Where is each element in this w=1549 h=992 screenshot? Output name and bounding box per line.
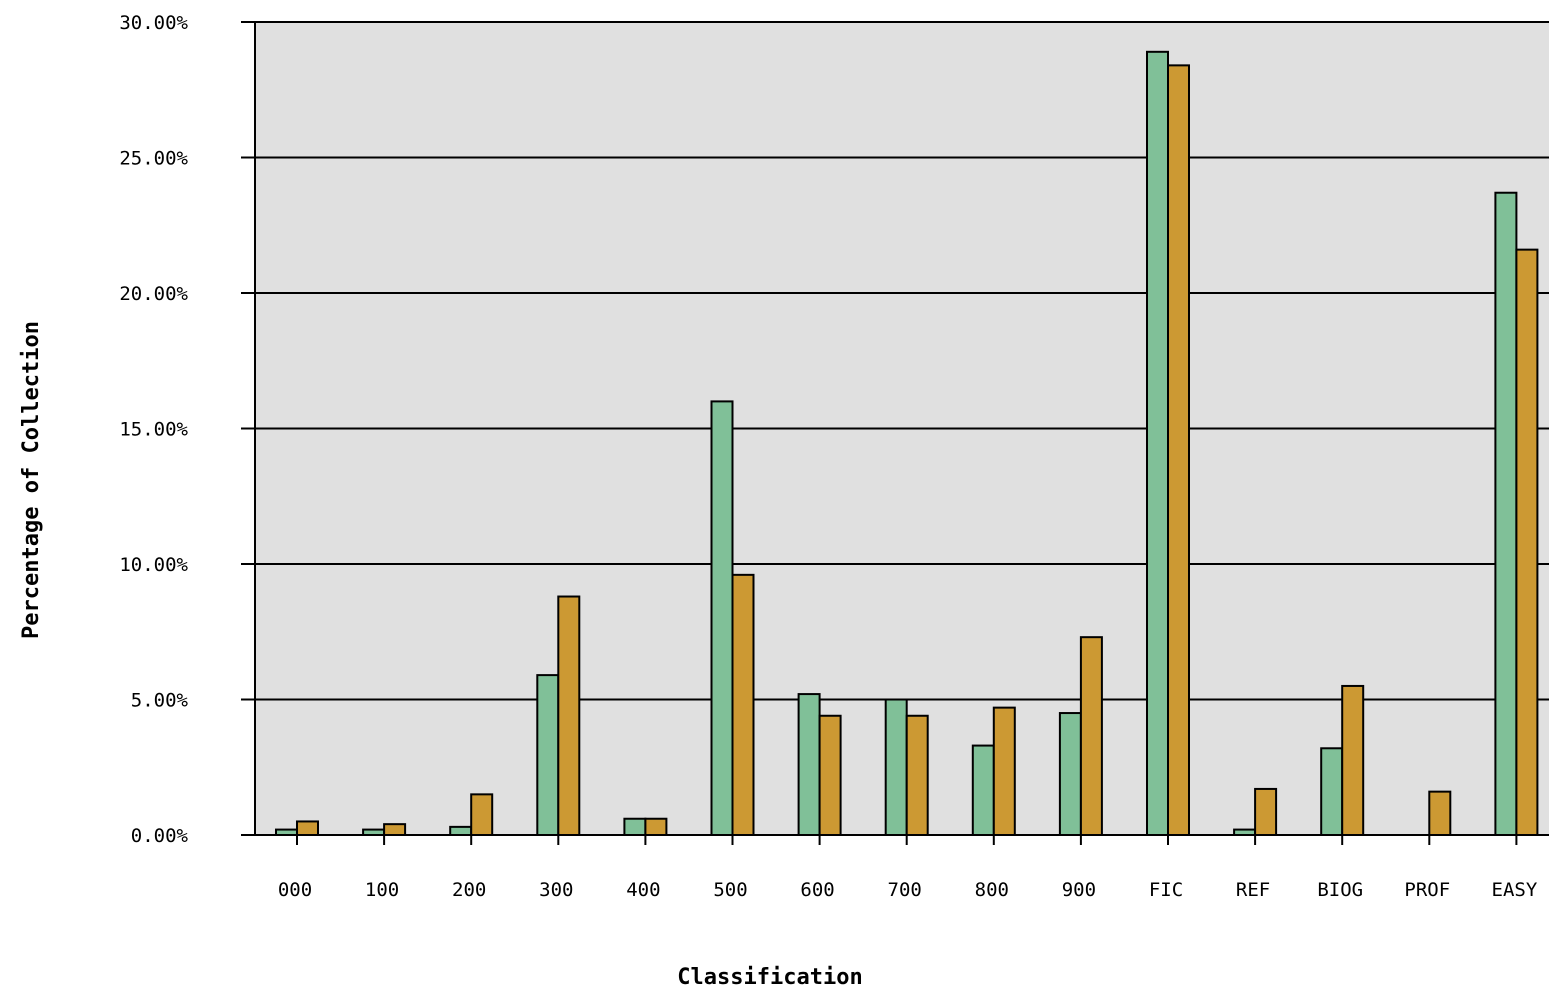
bar-1 bbox=[449, 825, 473, 836]
x-tick-label: REF bbox=[1236, 879, 1270, 901]
bar-1 bbox=[710, 400, 734, 836]
bar-2 bbox=[644, 817, 668, 836]
y-tick-label: 20.00% bbox=[119, 283, 188, 305]
bar-2 bbox=[1254, 787, 1278, 836]
y-tick-label: 0.00% bbox=[131, 825, 189, 847]
x-axis-ticks: 000 100 200 300 400 500 600 700 800 900 FIC REF BIOG… bbox=[278, 835, 1538, 901]
bar-2 bbox=[1515, 248, 1539, 836]
x-tick-label: 000 bbox=[278, 879, 312, 901]
gridlines bbox=[255, 21, 1549, 701]
x-tick-label: EASY bbox=[1492, 879, 1538, 901]
bar-2 bbox=[1428, 790, 1452, 837]
bar-2 bbox=[905, 714, 929, 837]
bar-1 bbox=[1494, 191, 1518, 837]
x-tick-label: 400 bbox=[626, 879, 660, 901]
x-tick-label: FIC bbox=[1149, 879, 1183, 901]
x-axis-title: Classification bbox=[677, 965, 862, 990]
bar-1 bbox=[1320, 747, 1344, 837]
bar-2 bbox=[383, 823, 407, 836]
bar-1 bbox=[1058, 712, 1082, 836]
bar-2 bbox=[1079, 636, 1103, 836]
bar-1 bbox=[536, 674, 560, 836]
bar-1 bbox=[1146, 50, 1169, 837]
bar-2 bbox=[1341, 684, 1365, 837]
y-axis-ticks: 0.00% 5.00% 10.00% 15.00% 20.00% 25.00% 30.00% bbox=[119, 12, 255, 847]
bar-1 bbox=[884, 698, 908, 836]
y-tick-label: 30.00% bbox=[119, 12, 188, 34]
bar-2 bbox=[296, 820, 319, 837]
x-tick-label: BIOG bbox=[1317, 879, 1363, 901]
x-tick-label: 900 bbox=[1062, 879, 1096, 901]
y-tick-label: 15.00% bbox=[119, 419, 188, 441]
bar-1 bbox=[797, 693, 821, 837]
bar-2 bbox=[818, 714, 842, 837]
bar-1 bbox=[623, 817, 647, 836]
x-tick-label: 800 bbox=[975, 879, 1009, 901]
x-tick-label: 200 bbox=[452, 879, 486, 901]
x-tick-label: 700 bbox=[888, 879, 922, 901]
x-tick-label: 600 bbox=[800, 879, 834, 901]
y-tick-label: 10.00% bbox=[119, 554, 188, 576]
x-tick-label: 100 bbox=[365, 879, 399, 901]
y-axis-title: Percentage of Collection bbox=[19, 321, 44, 639]
bar-2 bbox=[1167, 64, 1190, 837]
x-tick-label: PROF bbox=[1404, 879, 1450, 901]
bar-2 bbox=[992, 706, 1016, 837]
bar-2 bbox=[470, 793, 494, 836]
bars bbox=[275, 50, 1539, 837]
bar-1 bbox=[971, 744, 995, 837]
y-tick-label: 25.00% bbox=[119, 148, 188, 170]
bar-2 bbox=[557, 595, 581, 837]
y-tick-label: 5.00% bbox=[131, 690, 189, 712]
x-tick-label: 300 bbox=[539, 879, 573, 901]
bar-2 bbox=[731, 573, 755, 837]
x-tick-label: 500 bbox=[713, 879, 747, 901]
